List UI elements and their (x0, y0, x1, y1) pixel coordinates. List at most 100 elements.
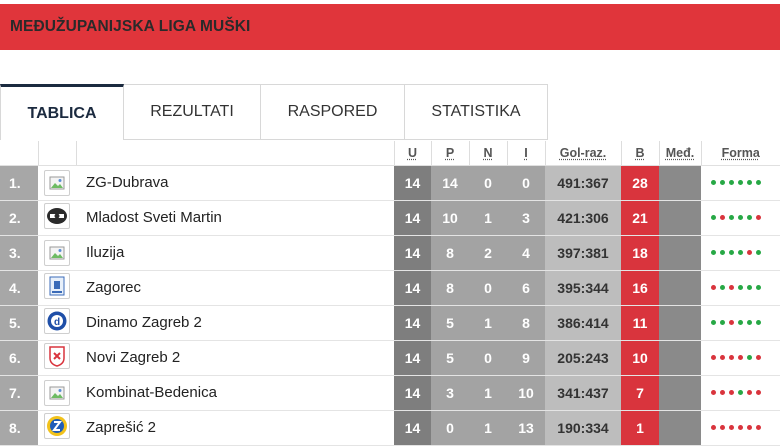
tab-rezultati[interactable]: REZULTATI (124, 84, 261, 140)
form-win-dot (738, 319, 743, 325)
table-row[interactable]: 4. Zagorec 14 8 0 6 395:344 16 (0, 270, 780, 306)
team-logo (38, 340, 76, 376)
form-win-dot (711, 179, 716, 185)
won: 0 (431, 410, 469, 446)
form-loss-dot (729, 284, 734, 290)
form-loss-dot (711, 284, 716, 290)
form-win-dot (738, 214, 743, 220)
tab-raspored[interactable]: RASPORED (261, 84, 405, 140)
goal-ratio: 341:437 (545, 375, 621, 411)
played: 14 (394, 340, 431, 376)
head-to-head (659, 410, 701, 446)
form-win-dot (720, 284, 725, 290)
goal-ratio: 395:344 (545, 270, 621, 306)
team-name[interactable]: Zaprešić 2 (76, 410, 394, 446)
team-logo (38, 235, 76, 271)
form-win-dot (747, 284, 752, 290)
position: 8. (0, 410, 38, 446)
played: 14 (394, 200, 431, 236)
form-win-dot (756, 249, 761, 255)
header-drawn[interactable]: N (469, 141, 508, 166)
position: 2. (0, 200, 38, 236)
position: 6. (0, 340, 38, 376)
form-win-dot (756, 319, 761, 325)
form-loss-dot (711, 389, 716, 395)
header-won[interactable]: P (431, 141, 470, 166)
lost: 6 (507, 270, 545, 306)
table-row[interactable]: 6. Novi Zagreb 2 14 5 0 9 205:243 10 (0, 340, 780, 376)
header-lost[interactable]: I (507, 141, 546, 166)
played: 14 (394, 270, 431, 306)
dinamo-crest-icon: d (44, 308, 70, 334)
team-name[interactable]: Novi Zagreb 2 (76, 340, 394, 376)
form-win-dot (738, 249, 743, 255)
form-win-dot (720, 179, 725, 185)
played: 14 (394, 305, 431, 341)
team-name[interactable]: Kombinat-Bedenica (76, 375, 394, 411)
team-name[interactable]: Iluzija (76, 235, 394, 271)
drawn: 0 (469, 270, 507, 306)
team-name[interactable]: Zagorec (76, 270, 394, 306)
team-logo (38, 165, 76, 201)
form-loss-dot (747, 424, 752, 430)
table-header-row: U P N I Gol-raz. B Međ. Forma (0, 141, 780, 166)
head-to-head (659, 165, 701, 201)
form-dots (701, 410, 780, 446)
points: 16 (621, 270, 659, 306)
header-logo (38, 141, 77, 166)
team-name[interactable]: Dinamo Zagreb 2 (76, 305, 394, 341)
header-matches[interactable]: Međ. (659, 141, 702, 166)
form-win-dot (711, 214, 716, 220)
table-row[interactable]: 1. ZG-Dubrava 14 14 0 0 491:367 28 (0, 165, 780, 201)
table-row[interactable]: 8. Zaprešić 2 14 0 1 13 190:334 1 (0, 410, 780, 446)
table-row[interactable]: 7. Kombinat-Bedenica 14 3 1 10 341:437 7 (0, 375, 780, 411)
team-logo (38, 200, 76, 236)
form-loss-dot (729, 354, 734, 360)
form-loss-dot (720, 354, 725, 360)
form-loss-dot (729, 319, 734, 325)
table-row[interactable]: 5. d Dinamo Zagreb 2 14 5 1 8 386:414 11 (0, 305, 780, 341)
league-title: MEĐUŽUPANIJSKA LIGA MUŠKI (10, 18, 251, 35)
broken-image-icon (44, 169, 70, 196)
team-name[interactable]: ZG-Dubrava (76, 165, 394, 201)
form-loss-dot (756, 389, 761, 395)
form-dots (701, 235, 780, 271)
form-dots (701, 375, 780, 411)
league-header: MEĐUŽUPANIJSKA LIGA MUŠKI (0, 4, 780, 50)
position: 5. (0, 305, 38, 341)
header-points[interactable]: B (621, 141, 660, 166)
table-row[interactable]: 2. Mladost Sveti Martin 14 10 1 3 421:306 21 (0, 200, 780, 236)
form-loss-dot (747, 389, 752, 395)
points: 1 (621, 410, 659, 446)
played: 14 (394, 410, 431, 446)
header-pos (0, 141, 39, 166)
tab-statistika[interactable]: STATISTIKA (405, 84, 548, 140)
form-loss-dot (747, 249, 752, 255)
form-loss-dot (756, 214, 761, 220)
team-name[interactable]: Mladost Sveti Martin (76, 200, 394, 236)
form-loss-dot (711, 424, 716, 430)
drawn: 1 (469, 410, 507, 446)
drawn: 1 (469, 200, 507, 236)
table-row[interactable]: 3. Iluzija 14 8 2 4 397:381 18 (0, 235, 780, 271)
form-loss-dot (720, 424, 725, 430)
lost: 8 (507, 305, 545, 341)
form-win-dot (756, 284, 761, 290)
header-goals[interactable]: Gol-raz. (545, 141, 622, 166)
zapresic-crest-icon (44, 413, 70, 439)
won: 8 (431, 270, 469, 306)
header-form[interactable]: Forma (701, 141, 780, 166)
tab-tablica[interactable]: TABLICA (0, 84, 124, 140)
form-win-dot (738, 284, 743, 290)
form-win-dot (747, 179, 752, 185)
form-loss-dot (720, 214, 725, 220)
form-win-dot (729, 214, 734, 220)
head-to-head (659, 375, 701, 411)
form-win-dot (729, 179, 734, 185)
drawn: 1 (469, 375, 507, 411)
played: 14 (394, 165, 431, 201)
drawn: 2 (469, 235, 507, 271)
header-played[interactable]: U (394, 141, 432, 166)
drawn: 1 (469, 305, 507, 341)
broken-image-icon (44, 239, 70, 266)
